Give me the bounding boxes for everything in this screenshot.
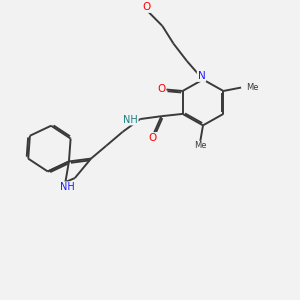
- Text: NH: NH: [123, 115, 138, 124]
- Text: O: O: [157, 84, 165, 94]
- Text: N: N: [198, 71, 206, 81]
- Text: O: O: [142, 2, 151, 12]
- Text: NH: NH: [59, 182, 74, 192]
- Text: Me: Me: [194, 142, 206, 151]
- Text: O: O: [149, 133, 157, 143]
- Text: Me: Me: [246, 83, 259, 92]
